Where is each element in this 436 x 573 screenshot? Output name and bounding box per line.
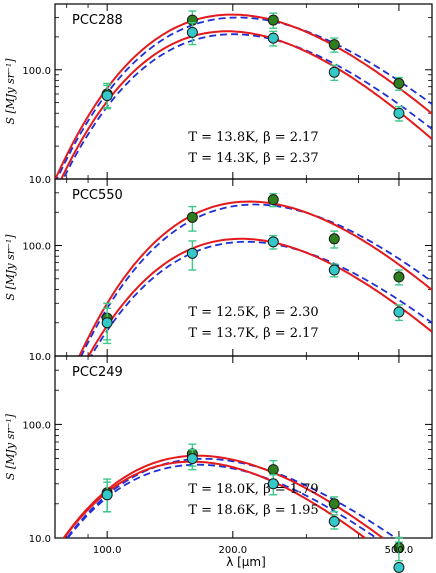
x-tick-label: 200.0 xyxy=(219,545,248,556)
y-tick-label: 100.0 xyxy=(22,242,51,253)
fit-parameter-label: T = 18.0K, β = 1.79 xyxy=(188,482,318,497)
x-tick-label: 500.0 xyxy=(385,545,414,556)
cyan-data-point xyxy=(267,236,279,248)
red-fit-line xyxy=(62,454,385,538)
red-fit-line xyxy=(78,200,432,356)
cyan-data-point xyxy=(186,453,198,465)
green-data-point xyxy=(267,14,279,26)
y-axis-label: S [MJy sr⁻¹] xyxy=(4,413,17,480)
fit-parameter-label: T = 12.5K, β = 2.30 xyxy=(188,305,318,320)
cyan-data-point xyxy=(328,66,340,78)
y-tick-label: 10.0 xyxy=(29,352,51,363)
x-tick-label: 100.0 xyxy=(93,545,122,556)
panel-pcc550: 10.0 100.0 S [MJy sr⁻¹] PCC550 T = 12.5K, β … xyxy=(4,178,433,363)
plot-frame xyxy=(54,355,433,539)
cyan-data-point xyxy=(393,306,405,318)
green-data-point xyxy=(393,77,405,89)
red-fit-line xyxy=(62,460,367,538)
green-data-point xyxy=(267,194,279,206)
y-tick-label: 100.0 xyxy=(22,66,51,77)
fit-parameter-label: T = 18.6K, β = 1.95 xyxy=(188,503,318,518)
green-data-point xyxy=(393,271,405,283)
red-fit-line xyxy=(60,30,432,179)
green-data-point xyxy=(328,39,340,51)
cyan-data-point xyxy=(101,90,113,102)
fit-curves xyxy=(78,200,432,356)
blue-dashed-fit-line xyxy=(62,33,432,179)
fit-curves xyxy=(62,454,398,538)
fit-parameter-label: T = 13.8K, β = 2.17 xyxy=(188,130,318,145)
red-fit-line xyxy=(87,237,432,356)
panel-pcc249: 10.0 100.0 S [MJy sr⁻¹] PCC249 T = 18.0K, β … xyxy=(4,355,433,573)
cyan-data-point xyxy=(393,107,405,119)
cyan-data-point xyxy=(328,515,340,527)
panel-title: PCC550 xyxy=(72,188,123,203)
y-axis-label: S [MJy sr⁻¹] xyxy=(4,234,17,301)
blue-dashed-fit-line xyxy=(65,457,398,538)
fit-curves xyxy=(55,13,432,179)
green-data-point xyxy=(328,233,340,245)
cyan-data-point xyxy=(267,32,279,44)
y-tick-label: 100.0 xyxy=(22,420,51,431)
cyan-data-point xyxy=(101,317,113,329)
fit-parameter-label: T = 13.7K, β = 2.17 xyxy=(188,326,318,341)
cyan-data-point xyxy=(393,561,405,573)
green-data-point xyxy=(186,211,198,223)
green-data-point xyxy=(328,498,340,510)
cyan-data-point xyxy=(267,478,279,490)
panel-pcc288: 10.0 100.0 S [MJy sr⁻¹] PCC288 T = 13.8K, β … xyxy=(4,3,433,186)
cyan-data-point xyxy=(328,264,340,276)
fit-parameter-label: T = 14.3K, β = 2.37 xyxy=(188,151,318,166)
green-data-point xyxy=(267,464,279,476)
cyan-data-point xyxy=(186,247,198,259)
blue-dashed-fit-line xyxy=(55,16,432,179)
red-fit-line xyxy=(55,13,432,179)
y-tick-label: 10.0 xyxy=(29,175,51,186)
panel-title: PCC288 xyxy=(72,13,123,28)
cyan-data-point xyxy=(101,489,113,501)
cyan-data-point xyxy=(186,26,198,38)
y-axis-label: S [MJy sr⁻¹] xyxy=(4,58,17,125)
panels-layer: 10.0 100.0 S [MJy sr⁻¹] PCC288 T = 13.8K, β … xyxy=(4,3,433,573)
y-tick-label: 10.0 xyxy=(29,534,51,545)
panel-title: PCC249 xyxy=(72,365,123,380)
blue-dashed-fit-line xyxy=(80,203,432,356)
blue-dashed-fit-line xyxy=(90,240,432,356)
x-axis-label: λ [μm] xyxy=(226,555,266,569)
